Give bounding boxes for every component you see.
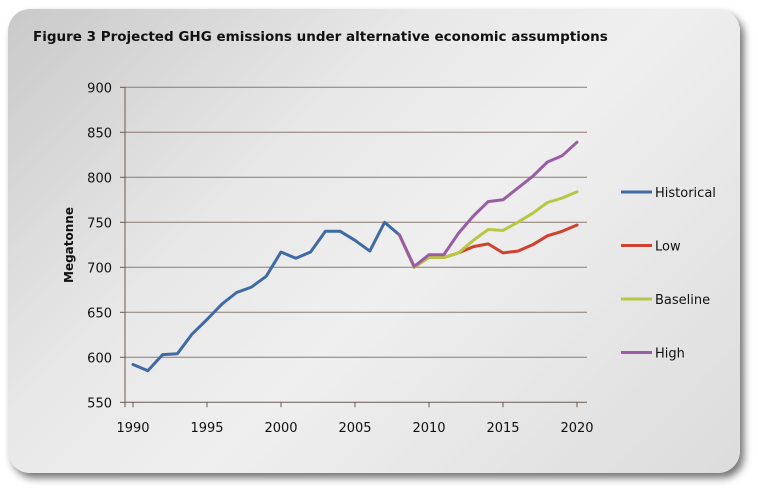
x-tick-label: 1990 — [116, 421, 149, 436]
legend-label-low: Low — [655, 240, 681, 255]
y-tick-label: 850 — [87, 126, 112, 141]
y-tick-label: 750 — [87, 216, 112, 231]
y-tick-label: 900 — [87, 81, 112, 96]
y-axis-label: Megatonne — [62, 207, 76, 283]
x-tick-label: 2010 — [412, 421, 445, 436]
y-tick-label: 700 — [87, 261, 112, 276]
y-tick-label: 800 — [87, 171, 112, 186]
series-line-historical — [131, 220, 401, 373]
series-line-baseline — [397, 190, 579, 269]
series-line-high — [397, 140, 579, 268]
legend-label-historical: Historical — [655, 186, 716, 201]
y-tick-label: 550 — [87, 396, 112, 411]
legend-label-baseline: Baseline — [655, 293, 710, 308]
x-tick-label: 1995 — [190, 421, 223, 436]
y-tick-label: 600 — [87, 351, 112, 366]
x-tick-label: 2000 — [264, 421, 297, 436]
chart-title: Figure 3 Projected GHG emissions under a… — [33, 29, 608, 45]
x-tick-label: 2005 — [338, 421, 371, 436]
y-tick-label: 650 — [87, 306, 112, 321]
x-tick-label: 2020 — [560, 421, 593, 436]
x-tick-label: 2015 — [486, 421, 519, 436]
legend-label-high: High — [655, 347, 685, 362]
